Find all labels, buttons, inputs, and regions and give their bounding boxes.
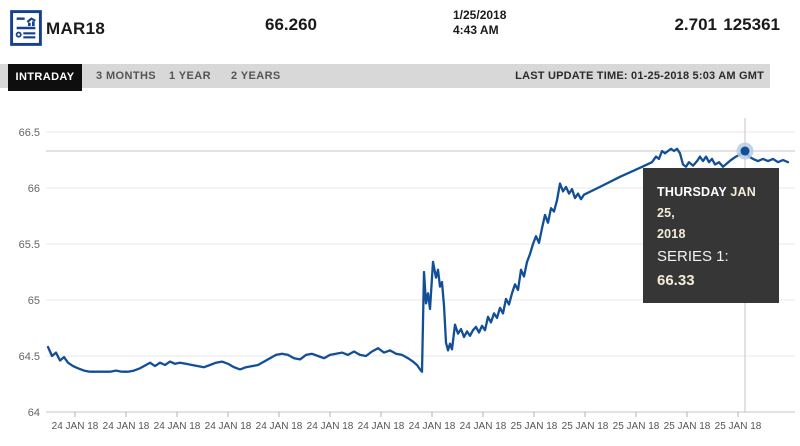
tooltip-series-line: SERIES 1: 66.33 — [657, 245, 767, 293]
x-axis-label: 24 JAN 18 — [103, 421, 150, 432]
tooltip-series-label: SERIES 1: — [657, 248, 729, 265]
x-axis-label: 24 JAN 18 — [358, 421, 405, 432]
volume: 125361 — [723, 15, 780, 34]
y-axis-label: 64.5 — [19, 351, 40, 363]
tab-2-years[interactable]: 2 YEARS — [231, 70, 281, 82]
hover-tooltip: THURSDAY JAN 25, 2018 SERIES 1: 66.33 — [643, 168, 779, 303]
quote-time: 4:43 AM — [453, 23, 499, 37]
tooltip-series-value: 66.33 — [657, 272, 695, 289]
quote-header: MAR18 66.260 1/25/2018 4:43 AM 2.701 125… — [0, 0, 800, 60]
x-axis-label: 24 JAN 18 — [52, 421, 99, 432]
y-axis-label: 66 — [28, 183, 40, 195]
x-axis-label: 24 JAN 18 — [409, 421, 456, 432]
report-document-chart-icon — [10, 10, 42, 46]
x-axis-label: 24 JAN 18 — [154, 421, 201, 432]
price-change: 2.701 — [674, 15, 717, 34]
quote-date: 1/25/2018 — [453, 8, 507, 22]
x-axis-label: 25 JAN 18 — [511, 421, 558, 432]
y-axis-label: 65.5 — [19, 239, 40, 251]
x-axis-label: 24 JAN 18 — [205, 421, 252, 432]
x-axis-label: 24 JAN 18 — [307, 421, 354, 432]
x-axis-label: 25 JAN 18 — [664, 421, 711, 432]
y-axis-label: 66.5 — [19, 127, 40, 139]
y-axis-label: 65 — [28, 295, 40, 307]
contract-symbol: MAR18 — [46, 19, 106, 38]
x-axis-label: 25 JAN 18 — [613, 421, 660, 432]
price-line-series-1 — [46, 147, 790, 373]
last-update-time: LAST UPDATE TIME: 01-25-2018 5:03 AM GMT — [515, 70, 764, 82]
x-axis-label: 25 JAN 18 — [715, 421, 762, 432]
hover-marker-dot[interactable] — [740, 146, 750, 156]
price-chart-svg[interactable]: 66.5 66 65.5 65 64.5 64 24 JAN 18 24 JAN 18 24 J… — [0, 100, 800, 446]
chart-area[interactable]: 66.5 66 65.5 65 64.5 64 24 JAN 18 24 JAN 18 24 J… — [0, 100, 800, 446]
x-axis-label: 24 JAN 18 — [460, 421, 507, 432]
x-axis-label: 25 JAN 18 — [562, 421, 609, 432]
tab-1-year[interactable]: 1 YEAR — [169, 70, 211, 82]
quote-datetime: 1/25/2018 4:43 AM — [453, 8, 506, 38]
last-price: 66.260 — [265, 15, 317, 34]
y-axis-label: 64 — [28, 407, 40, 419]
tab-intraday[interactable]: INTRADAY — [8, 64, 82, 91]
x-axis-label: 24 JAN 18 — [256, 421, 303, 432]
tooltip-date-line: THURSDAY JAN 25, — [657, 185, 756, 220]
tooltip-year-line: 2018 — [657, 227, 686, 241]
period-tab-bar: INTRADAY 3 MONTHS 1 YEAR 2 YEARS LAST UP… — [0, 64, 770, 91]
tab-3-months[interactable]: 3 MONTHS — [96, 70, 157, 82]
